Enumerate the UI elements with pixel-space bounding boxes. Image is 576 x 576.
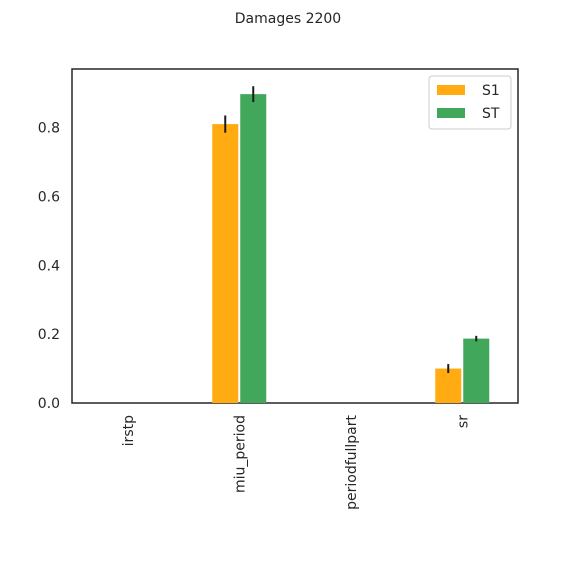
x-tick-label-miu-period: miu_period bbox=[232, 415, 248, 493]
legend-label-st: ST bbox=[482, 106, 500, 122]
bars-group bbox=[212, 94, 490, 404]
bar-s1-sr bbox=[435, 368, 462, 403]
legend-label-s1: S1 bbox=[482, 83, 500, 99]
legend-swatch-s1 bbox=[437, 85, 465, 95]
y-tick-label: 0.6 bbox=[38, 189, 60, 205]
x-tick-label-irstp: irstp bbox=[121, 415, 137, 446]
chart-title: Damages 2200 bbox=[235, 11, 341, 27]
bar-st-miu-period bbox=[240, 94, 267, 404]
y-tick-label: 0.0 bbox=[38, 396, 60, 412]
y-axis-ticks: 0.0 0.2 0.4 0.6 0.8 bbox=[38, 121, 60, 412]
legend-swatch-st bbox=[437, 108, 465, 118]
x-axis-ticks: irstp miu_period periodfullpart sr bbox=[121, 414, 472, 509]
x-tick-label-periodfullpart: periodfullpart bbox=[344, 414, 360, 509]
x-tick-label-sr: sr bbox=[455, 415, 471, 428]
bar-s1-miu-period bbox=[212, 124, 239, 404]
y-tick-label: 0.4 bbox=[38, 258, 60, 274]
error-bars-group bbox=[224, 86, 478, 374]
y-tick-label: 0.8 bbox=[38, 121, 60, 137]
y-tick-label: 0.2 bbox=[38, 327, 60, 343]
legend: S1 ST bbox=[428, 75, 512, 130]
bar-st-sr bbox=[463, 338, 490, 403]
